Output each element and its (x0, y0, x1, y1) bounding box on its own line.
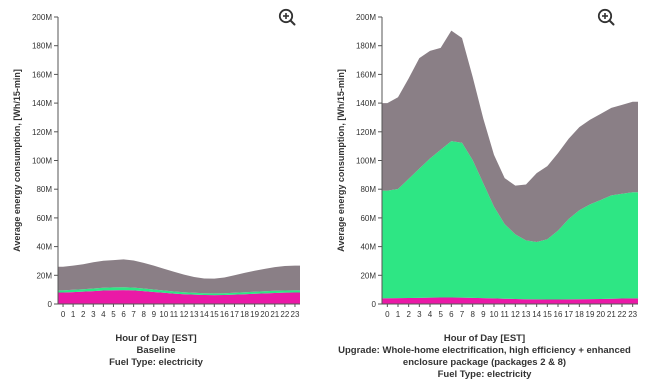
zoom-in-button[interactable] (278, 8, 296, 26)
x-tick-label: 18 (240, 310, 249, 319)
x-tick-label: 12 (180, 310, 189, 319)
x-tick-label: 10 (159, 310, 168, 319)
chart-subtitle-line: Fuel Type: electricity (109, 357, 203, 368)
y-tick-label: 180M (32, 42, 52, 51)
x-tick-label: 22 (280, 310, 289, 319)
x-tick-label: 19 (250, 310, 259, 319)
y-tick-label: 80M (360, 185, 376, 194)
y-tick-label: 80M (36, 185, 52, 194)
y-tick-label: 60M (36, 214, 52, 223)
zoom-in-icon (278, 8, 296, 26)
x-tick-label: 19 (586, 310, 595, 319)
x-tick-label: 16 (554, 310, 563, 319)
x-tick-label: 23 (628, 310, 637, 319)
x-tick-label: 20 (596, 310, 605, 319)
x-tick-label: 9 (481, 310, 486, 319)
x-tick-label: 11 (501, 310, 510, 319)
chart-upgrade: Average energy consumption, [Wh/15-min] 0… (336, 13, 638, 319)
y-tick-label: 140M (356, 99, 376, 108)
x-tick-label: 13 (522, 310, 531, 319)
chart-subtitle-line: Baseline (136, 345, 176, 356)
zoom-in-button[interactable] (597, 8, 615, 26)
y-tick-label: 160M (356, 70, 376, 79)
y-tick-label: 200M (356, 13, 376, 22)
chart-baseline: Average energy consumption, [Wh/15-min] 0… (12, 13, 300, 319)
x-tick-label: 8 (470, 310, 475, 319)
x-tick-label: 20 (260, 310, 269, 319)
x-axis-title: Hour of Day [EST] (115, 333, 197, 344)
area-series-3 (58, 259, 300, 294)
x-tick-label: 12 (511, 310, 520, 319)
area-series-1 (382, 297, 638, 304)
x-tick-label: 11 (170, 310, 179, 319)
x-tick-label: 21 (607, 310, 616, 319)
y-tick-label: 200M (32, 13, 52, 22)
area-series-1 (58, 290, 300, 304)
x-tick-label: 1 (71, 310, 76, 319)
y-tick-label: 20M (360, 271, 376, 280)
chart-subtitle-line: Upgrade: Whole-home electrification, hig… (338, 345, 631, 368)
y-tick-label: 40M (36, 243, 52, 252)
area-series-2 (382, 141, 638, 300)
area-series-3 (382, 30, 638, 243)
chart-panel-upgrade: Average energy consumption, [Wh/15-min] 0… (320, 0, 649, 387)
x-tick-label: 5 (438, 310, 443, 319)
chart-caption: Hour of Day [EST] Upgrade: Whole-home el… (320, 333, 649, 381)
x-tick-label: 22 (618, 310, 627, 319)
area-series-2 (58, 287, 300, 296)
y-tick-label: 0 (372, 300, 377, 309)
x-tick-label: 13 (190, 310, 199, 319)
x-tick-label: 5 (111, 310, 116, 319)
y-tick-label: 60M (360, 214, 376, 223)
x-tick-label: 6 (121, 310, 126, 319)
y-tick-label: 120M (356, 128, 376, 137)
y-tick-label: 0 (48, 300, 53, 309)
y-tick-label: 100M (356, 157, 376, 166)
y-tick-label: 20M (36, 271, 52, 280)
x-tick-label: 7 (460, 310, 465, 319)
chart-panel-baseline: Average energy consumption, [Wh/15-min] 0… (0, 0, 312, 387)
y-tick-label: 140M (32, 99, 52, 108)
x-tick-label: 3 (91, 310, 96, 319)
y-tick-label: 40M (360, 243, 376, 252)
x-tick-label: 10 (490, 310, 499, 319)
x-tick-label: 17 (564, 310, 573, 319)
y-tick-label: 120M (32, 128, 52, 137)
x-tick-label: 4 (428, 310, 433, 319)
x-tick-label: 2 (81, 310, 86, 319)
x-axis-title: Hour of Day [EST] (443, 333, 526, 344)
y-tick-label: 100M (32, 157, 52, 166)
chart-subtitle-line: Fuel Type: electricity (437, 369, 532, 380)
y-tick-label: 160M (32, 70, 52, 79)
x-tick-label: 23 (291, 310, 300, 319)
y-tick-label: 180M (356, 42, 376, 51)
x-tick-label: 18 (575, 310, 584, 319)
y-axis-title: Average energy consumption, [Wh/15-min] (12, 69, 22, 252)
zoom-in-icon (597, 8, 615, 26)
x-tick-label: 17 (230, 310, 239, 319)
x-tick-label: 21 (270, 310, 279, 319)
x-tick-label: 0 (61, 310, 66, 319)
x-tick-label: 2 (406, 310, 411, 319)
x-tick-label: 4 (101, 310, 106, 319)
x-tick-label: 16 (220, 310, 229, 319)
y-axis-title: Average energy consumption, [Wh/15-min] (336, 69, 346, 252)
x-tick-label: 14 (532, 310, 541, 319)
x-tick-label: 3 (417, 310, 422, 319)
x-tick-label: 1 (396, 310, 401, 319)
x-tick-label: 8 (141, 310, 146, 319)
chart-caption: Hour of Day [EST] Baseline Fuel Type: el… (0, 333, 312, 369)
x-tick-label: 0 (385, 310, 390, 319)
x-tick-label: 15 (543, 310, 552, 319)
x-tick-label: 6 (449, 310, 454, 319)
x-tick-label: 7 (131, 310, 136, 319)
x-tick-label: 15 (210, 310, 219, 319)
x-tick-label: 14 (200, 310, 209, 319)
x-tick-label: 9 (152, 310, 157, 319)
